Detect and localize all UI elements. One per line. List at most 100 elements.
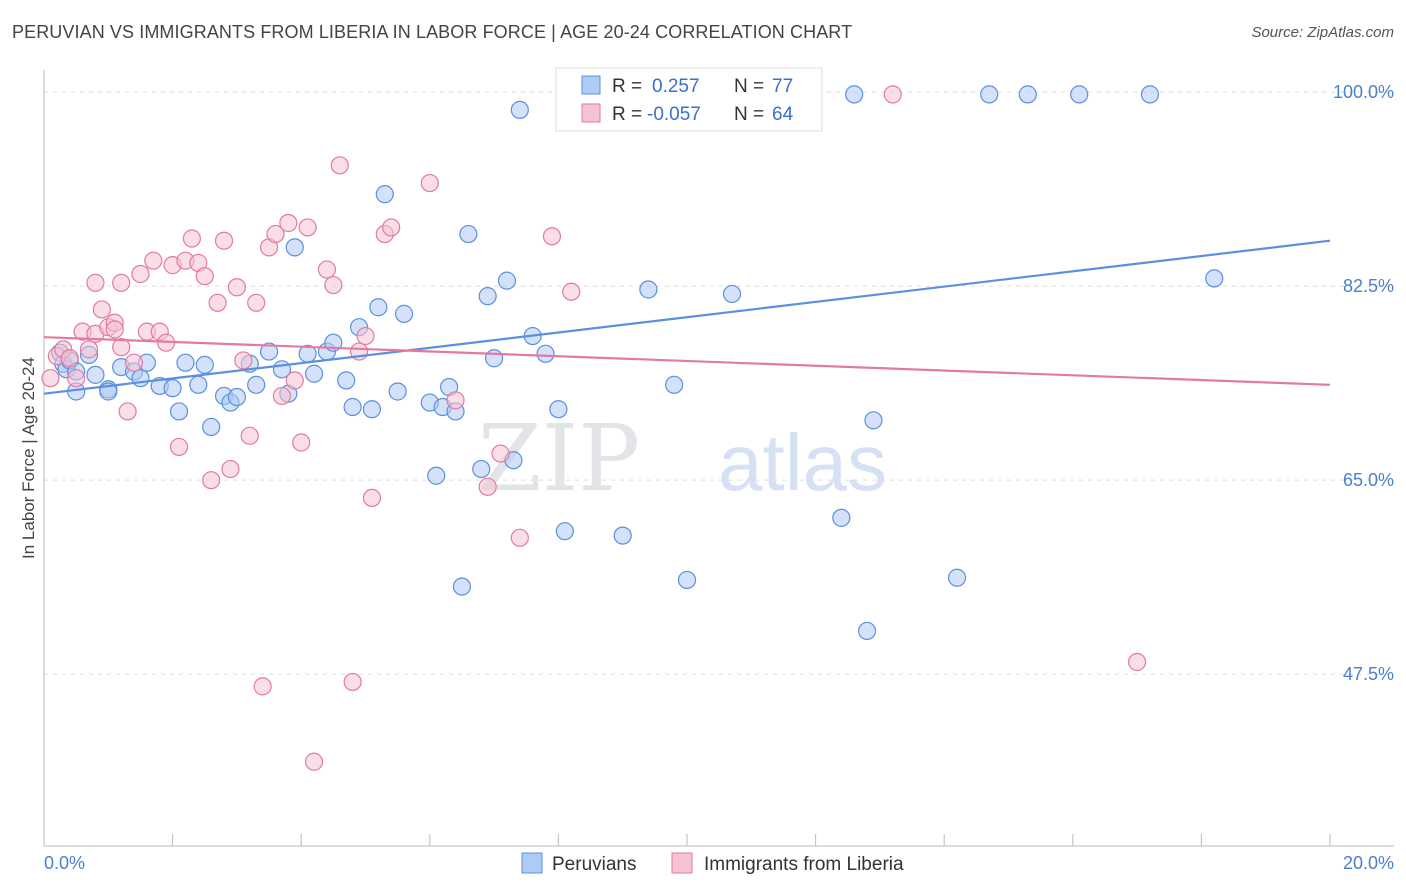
peruvians-point — [613, 526, 632, 545]
liberia-point — [118, 402, 137, 421]
peruvians-point — [195, 355, 214, 374]
peruvians-point — [388, 382, 407, 401]
peruvians-point — [1018, 85, 1037, 104]
peruvians-point — [304, 364, 324, 383]
liberia-point — [221, 459, 240, 479]
liberia-point — [131, 264, 150, 284]
peruvians-point — [202, 417, 221, 437]
peruvians-point — [375, 185, 394, 204]
liberia-point — [317, 260, 337, 279]
liberia-point — [1127, 652, 1147, 672]
liberia-point — [60, 349, 79, 368]
liberia-point — [883, 85, 902, 104]
series-legend-label-peruvians: Peruvians — [552, 854, 637, 875]
liberia-point — [382, 218, 401, 237]
legend-swatch-liberia — [581, 103, 601, 123]
peruvians-point — [427, 466, 446, 485]
peruvians-point — [677, 570, 697, 590]
peruvians-point — [665, 375, 684, 394]
series-legend-label-liberia: Immigrants from Liberia — [704, 854, 904, 875]
liberia-point — [124, 353, 144, 372]
liberia-trend-line — [43, 336, 1331, 386]
stats-legend: R = 0.257 N = 77 R = -0.057 N = 64 — [555, 67, 823, 132]
legend-r-label-liberia: R = — [612, 104, 642, 125]
trend-lines — [43, 239, 1331, 395]
liberia-point — [272, 386, 292, 406]
liberia-point — [253, 677, 272, 696]
legend-r-value-liberia: -0.057 — [647, 104, 701, 125]
y-axis-tick-labels: 47.5% 65.0% 82.5% 100.0% — [1333, 82, 1394, 684]
liberia-point — [510, 528, 529, 547]
liberia-point — [279, 213, 298, 233]
peruvians-point — [394, 304, 414, 323]
peruvians-point — [369, 298, 388, 317]
peruvians-point — [555, 522, 574, 541]
legend-swatch-peruvians — [581, 75, 601, 95]
peruvians-point — [337, 371, 356, 390]
peruvians-point — [131, 369, 150, 388]
peruvians-point — [343, 397, 362, 417]
liberia-point — [562, 282, 581, 301]
peruvians-point — [1070, 85, 1089, 104]
liberia-point — [362, 488, 382, 508]
liberia-point — [491, 444, 510, 463]
peruvians-point — [1205, 269, 1224, 288]
peruvians-point — [227, 387, 246, 407]
x-axis-ticks — [43, 834, 1331, 846]
peruvians-point — [1140, 85, 1160, 104]
legend-r-label-peruvians: R = — [612, 76, 642, 97]
series-legend-swatch-peruvians — [521, 852, 543, 874]
liberia-point — [324, 275, 343, 295]
liberia-point — [202, 471, 221, 490]
liberia-point — [240, 426, 259, 445]
liberia-point — [41, 369, 60, 388]
peruvians-trend-line — [43, 239, 1331, 395]
liberia-point — [214, 231, 234, 250]
peruvians-point — [510, 100, 529, 120]
liberia-point — [446, 391, 465, 410]
liberia-point — [86, 273, 105, 292]
liberia-point — [182, 229, 201, 248]
liberia-point — [92, 300, 111, 319]
liberia-point — [266, 224, 285, 244]
liberia-point — [227, 278, 246, 297]
liberia-point — [330, 156, 349, 175]
liberia-point — [304, 752, 324, 771]
peruvians-point — [452, 577, 472, 596]
peruvians-point — [947, 568, 967, 587]
liberia-point — [285, 371, 304, 390]
grid-lines — [44, 91, 1394, 675]
data-points — [41, 85, 1224, 771]
x-tick-label-max: 20.0% — [1343, 853, 1394, 873]
peruvians-point — [169, 402, 189, 421]
peruvians-point — [478, 287, 497, 306]
peruvians-point — [259, 342, 279, 361]
peruvians-point — [176, 353, 195, 372]
peruvians-point — [285, 238, 304, 257]
y-axis-label: In Labor Force | Age 20-24 — [19, 357, 38, 559]
legend-n-value-liberia: 64 — [772, 104, 794, 125]
series-legend: Peruvians Immigrants from Liberia — [521, 852, 904, 875]
legend-n-value-peruvians: 77 — [772, 76, 793, 97]
liberia-point — [79, 340, 99, 359]
axes — [43, 70, 1394, 847]
peruvians-point — [163, 379, 182, 398]
liberia-point — [343, 672, 362, 692]
peruvians-point — [864, 411, 883, 430]
peruvians-point — [549, 400, 568, 419]
peruvians-point — [472, 459, 491, 479]
liberia-point — [195, 267, 214, 286]
peruvians-point — [980, 85, 999, 104]
peruvians-point — [639, 280, 658, 299]
peruvians-point — [845, 85, 864, 104]
legend-n-label-liberia: N = — [734, 104, 764, 125]
peruvians-point — [497, 271, 517, 290]
peruvians-point — [247, 375, 266, 394]
liberia-point — [67, 369, 86, 388]
legend-n-label-peruvians: N = — [734, 76, 764, 97]
y-tick-label: 65.0% — [1343, 470, 1394, 490]
peruvians-point — [722, 284, 742, 304]
liberia-point — [247, 293, 266, 312]
peruvians-point — [832, 508, 851, 527]
